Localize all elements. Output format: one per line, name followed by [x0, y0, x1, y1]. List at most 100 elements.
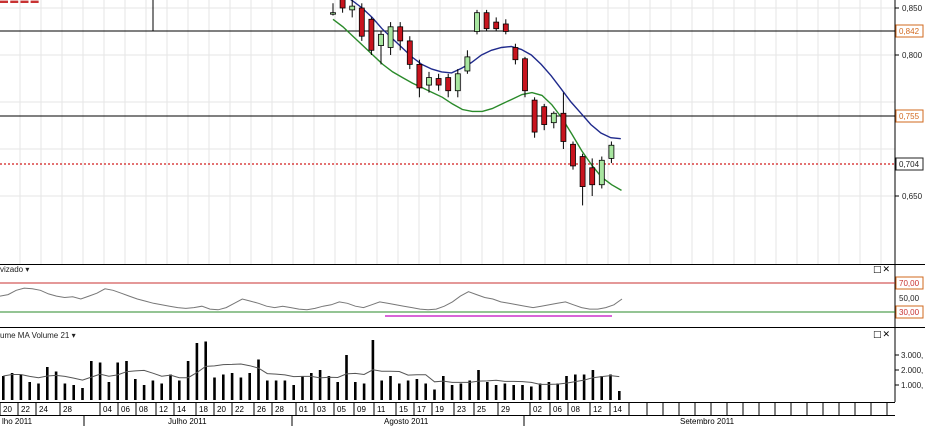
volume-bar — [486, 382, 489, 400]
volume-bar — [186, 361, 190, 400]
level-label: 30,00 — [899, 308, 920, 317]
volume-bar — [160, 383, 163, 400]
volume-bar — [283, 380, 287, 400]
candle-body — [550, 112, 557, 124]
volume-bar — [406, 380, 410, 400]
candle-body — [358, 7, 365, 37]
volume-bar — [134, 379, 137, 400]
day-labels: 20 22 24 28 04 06 08 12 14 18 20 22 26 28 01 03 05 09 11 15… — [0, 403, 630, 415]
day-label: 18 — [199, 405, 208, 414]
price-level-box — [895, 24, 924, 38]
volume-bar — [310, 373, 313, 400]
price-grid — [0, 0, 895, 264]
volume-bars — [2, 340, 621, 400]
level-label: 70,00 — [899, 279, 920, 288]
volume-bar — [327, 376, 331, 400]
month-label: Agosto 2011 — [384, 417, 429, 426]
pane-divider-2[interactable] — [0, 327, 925, 328]
volume-bar — [169, 374, 172, 400]
volume-bar — [81, 388, 84, 400]
candle-body — [445, 77, 452, 92]
volume-bar — [37, 383, 40, 400]
month-label: Setembro 2011 — [680, 417, 735, 426]
volume-bar — [521, 385, 524, 400]
day-label: 20 — [3, 405, 12, 414]
indicator-pane[interactable]: 70,00 50,00 30,00 — [0, 265, 925, 327]
indicator-line — [0, 287, 623, 311]
volume-bar — [345, 355, 348, 400]
price-axis: 0,850 0,800 0,650 0,842 0,755 0,704 — [895, 4, 924, 201]
volume-bar — [28, 382, 31, 400]
volume-bar — [178, 380, 181, 400]
candle-body — [339, 0, 346, 9]
legend-fragment: ▬ ▬ ▬ ▬ — [0, 0, 39, 5]
candle-body — [454, 73, 461, 92]
volume-bar — [116, 362, 119, 400]
day-label: 22 — [21, 405, 30, 414]
time-axis[interactable]: 20 22 24 28 04 06 08 12 14 18 20 22 26 28 01 03 05 09 11 15… — [0, 402, 925, 426]
day-label: 14 — [177, 405, 186, 414]
volume-bar — [477, 370, 480, 400]
candle-body — [378, 33, 384, 46]
volume-bar — [213, 377, 216, 400]
day-label: 24 — [39, 405, 48, 414]
candle-body — [349, 5, 356, 11]
day-label: 11 — [377, 405, 386, 414]
volume-ma-line — [3, 363, 620, 385]
day-label: 12 — [159, 405, 168, 414]
volume-bar — [450, 385, 454, 400]
month-labels: lho 2011 Julho 2011 Agosto 2011 Setembro 20… — [2, 415, 735, 426]
indicator-pane-controls[interactable]: □✕ — [873, 265, 892, 275]
level-label: 50,00 — [899, 294, 920, 303]
pane-divider[interactable] — [0, 264, 925, 265]
volume-bar — [151, 380, 155, 400]
volume-bar — [63, 383, 67, 400]
candle-body — [387, 26, 394, 48]
price-level-label: 0,704 — [899, 160, 920, 169]
day-label: 22 — [235, 405, 244, 414]
volume-bar — [530, 386, 533, 400]
volume-pane-controls[interactable]: □✕ — [873, 330, 892, 340]
axis-label: 2.000, — [901, 366, 923, 375]
volume-bar — [125, 361, 128, 400]
candle-body — [608, 144, 615, 159]
day-label: 20 — [217, 405, 226, 414]
volume-bar — [503, 383, 507, 400]
day-label: 08 — [139, 405, 148, 414]
volume-bar — [222, 374, 225, 400]
day-label: 02 — [533, 405, 542, 414]
volume-bar — [266, 380, 269, 400]
candlesticks — [330, 0, 615, 206]
day-label: 06 — [553, 405, 562, 414]
candle-body — [512, 47, 519, 61]
day-label: 26 — [257, 405, 266, 414]
indicator-title[interactable]: vizado ▾ — [0, 265, 30, 274]
candle-body — [560, 112, 567, 142]
ma-green-line — [332, 18, 622, 192]
candle-body — [464, 56, 471, 72]
axis-label: 3.000, — [901, 351, 923, 360]
candle-body — [522, 58, 528, 92]
volume-bar — [239, 377, 243, 400]
volume-title[interactable]: ume MA Volume 21 ▾ — [0, 331, 76, 340]
volume-bar — [600, 376, 603, 400]
volume-bar — [107, 382, 111, 400]
volume-bar — [362, 383, 366, 400]
volume-bar — [318, 370, 322, 400]
candle-body — [570, 143, 576, 167]
volume-bar — [2, 376, 5, 400]
volume-bar — [230, 373, 234, 400]
candle-body — [502, 23, 509, 32]
volume-bar — [336, 382, 339, 400]
price-pane[interactable]: 0,850 0,800 0,650 0,842 0,755 0,704 — [0, 0, 925, 264]
volume-bar — [90, 361, 93, 400]
volume-pane[interactable]: 3.000, 2.000, 1.000, — [0, 328, 925, 402]
volume-bar — [398, 383, 401, 400]
day-label: 29 — [501, 405, 510, 414]
level-box — [895, 305, 924, 319]
axis-label: 1.000, — [901, 381, 923, 390]
level-box — [895, 276, 924, 290]
candle-body — [474, 12, 480, 32]
day-label: 12 — [593, 405, 602, 414]
candle-body — [531, 99, 538, 133]
